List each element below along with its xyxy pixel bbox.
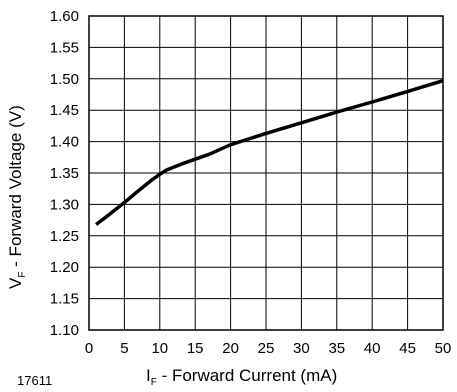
x-tick-label: 30 xyxy=(293,340,310,357)
x-tick-label: 50 xyxy=(435,340,452,357)
y-axis-title: VF - Forward Voltage (V) xyxy=(6,105,28,289)
y-tick-label: 1.40 xyxy=(50,134,79,151)
y-tick-label: 1.50 xyxy=(50,71,79,88)
y-axis-text: - Forward Voltage (V) xyxy=(6,105,25,271)
y-tick-label: 1.55 xyxy=(50,39,79,56)
y-tick-label: 1.60 xyxy=(50,8,79,25)
x-tick-label: 15 xyxy=(187,340,204,357)
figure-number: 17611 xyxy=(17,373,52,388)
y-tick-labels: 1.10 1.15 1.20 1.25 1.30 1.35 1.40 1.45 1.50 1.55… xyxy=(50,8,79,339)
y-tick-label: 1.25 xyxy=(50,228,79,245)
grid xyxy=(89,16,443,330)
x-tick-label: 10 xyxy=(151,340,168,357)
x-tick-labels: 0 5 10 15 20 25 30 35 40 45 50 xyxy=(85,340,452,357)
x-axis-title: IF - Forward Current (mA) xyxy=(146,366,337,388)
y-tick-label: 1.30 xyxy=(50,196,79,213)
y-axis-symbol: V xyxy=(6,277,25,289)
y-tick-label: 1.15 xyxy=(50,291,79,308)
plot-frame xyxy=(88,15,444,331)
x-tick-label: 35 xyxy=(328,340,345,357)
x-axis-symbol: I xyxy=(146,366,151,385)
x-axis-text: - Forward Current (mA) xyxy=(157,366,337,385)
x-tick-label: 0 xyxy=(85,340,93,357)
x-tick-label: 25 xyxy=(258,340,275,357)
y-tick-label: 1.35 xyxy=(50,165,79,182)
x-tick-label: 5 xyxy=(120,340,128,357)
x-tick-label: 45 xyxy=(399,340,416,357)
y-tick-label: 1.20 xyxy=(50,259,79,276)
x-tick-label: 40 xyxy=(364,340,381,357)
y-tick-label: 1.10 xyxy=(50,322,79,339)
series-line xyxy=(95,79,444,226)
x-tick-label: 20 xyxy=(222,340,239,357)
y-axis-subscript: F xyxy=(17,272,28,278)
x-axis-subscript: F xyxy=(151,377,157,388)
y-tick-label: 1.45 xyxy=(50,102,79,119)
series-layer xyxy=(95,79,444,226)
